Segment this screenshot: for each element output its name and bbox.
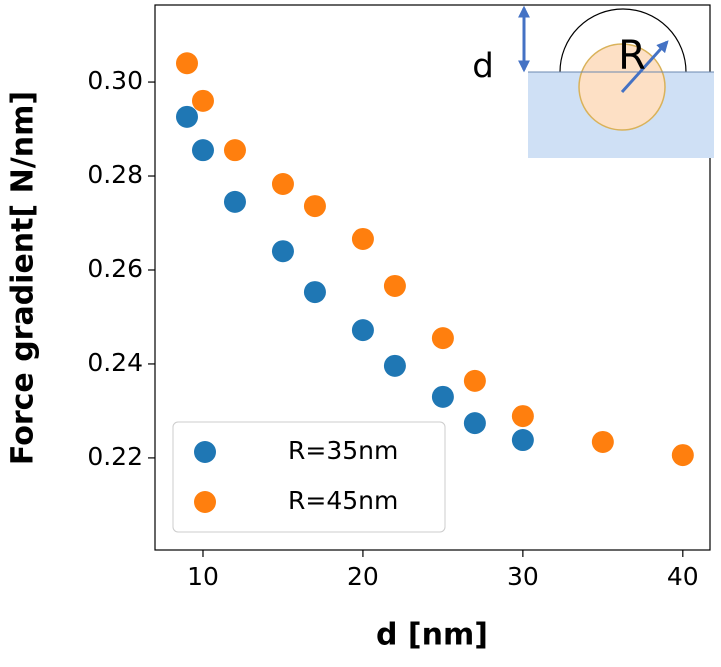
legend-label: R=35nm	[288, 436, 398, 465]
legend-box	[172, 421, 446, 533]
inset: d R	[472, 5, 714, 158]
inset-sphere	[578, 43, 666, 131]
point	[175, 105, 198, 128]
point	[351, 227, 374, 250]
y-tick-label: 0.22	[87, 442, 143, 471]
inset-r-arrow	[620, 40, 669, 94]
point	[511, 429, 534, 452]
y-tick-label: 0.28	[87, 160, 143, 189]
point	[431, 385, 454, 408]
x-tick-label: 40	[667, 562, 699, 591]
point	[383, 354, 406, 377]
legend-marker	[194, 491, 216, 513]
y-tick-label: 0.24	[87, 348, 143, 377]
point	[671, 444, 694, 467]
point	[223, 139, 246, 162]
x-tick-label: 20	[347, 562, 379, 591]
point	[303, 281, 326, 304]
point	[463, 412, 486, 435]
x-axis-label: d [nm]	[376, 618, 488, 653]
point	[383, 274, 406, 297]
point	[271, 173, 294, 196]
point	[351, 319, 374, 342]
legend-label: R=45nm	[288, 486, 398, 515]
legend-marker	[194, 441, 216, 463]
y-tick-label: 0.30	[87, 66, 143, 95]
point	[175, 52, 198, 75]
y-tick-label: 0.26	[87, 254, 143, 283]
point	[463, 369, 486, 392]
x-tick-label: 10	[187, 562, 219, 591]
inset-label: R	[618, 33, 646, 79]
y-axis-label: Force gradient[ N/nm]	[6, 91, 41, 465]
x-tick-label: 30	[507, 562, 539, 591]
point	[591, 430, 614, 453]
point	[223, 190, 246, 213]
point	[191, 89, 214, 112]
point	[511, 405, 534, 428]
point	[191, 139, 214, 162]
plot-frame	[154, 4, 711, 551]
inset-label: d	[472, 47, 494, 87]
inset-arc	[559, 8, 687, 73]
point	[431, 327, 454, 350]
point	[271, 240, 294, 263]
point	[303, 195, 326, 218]
